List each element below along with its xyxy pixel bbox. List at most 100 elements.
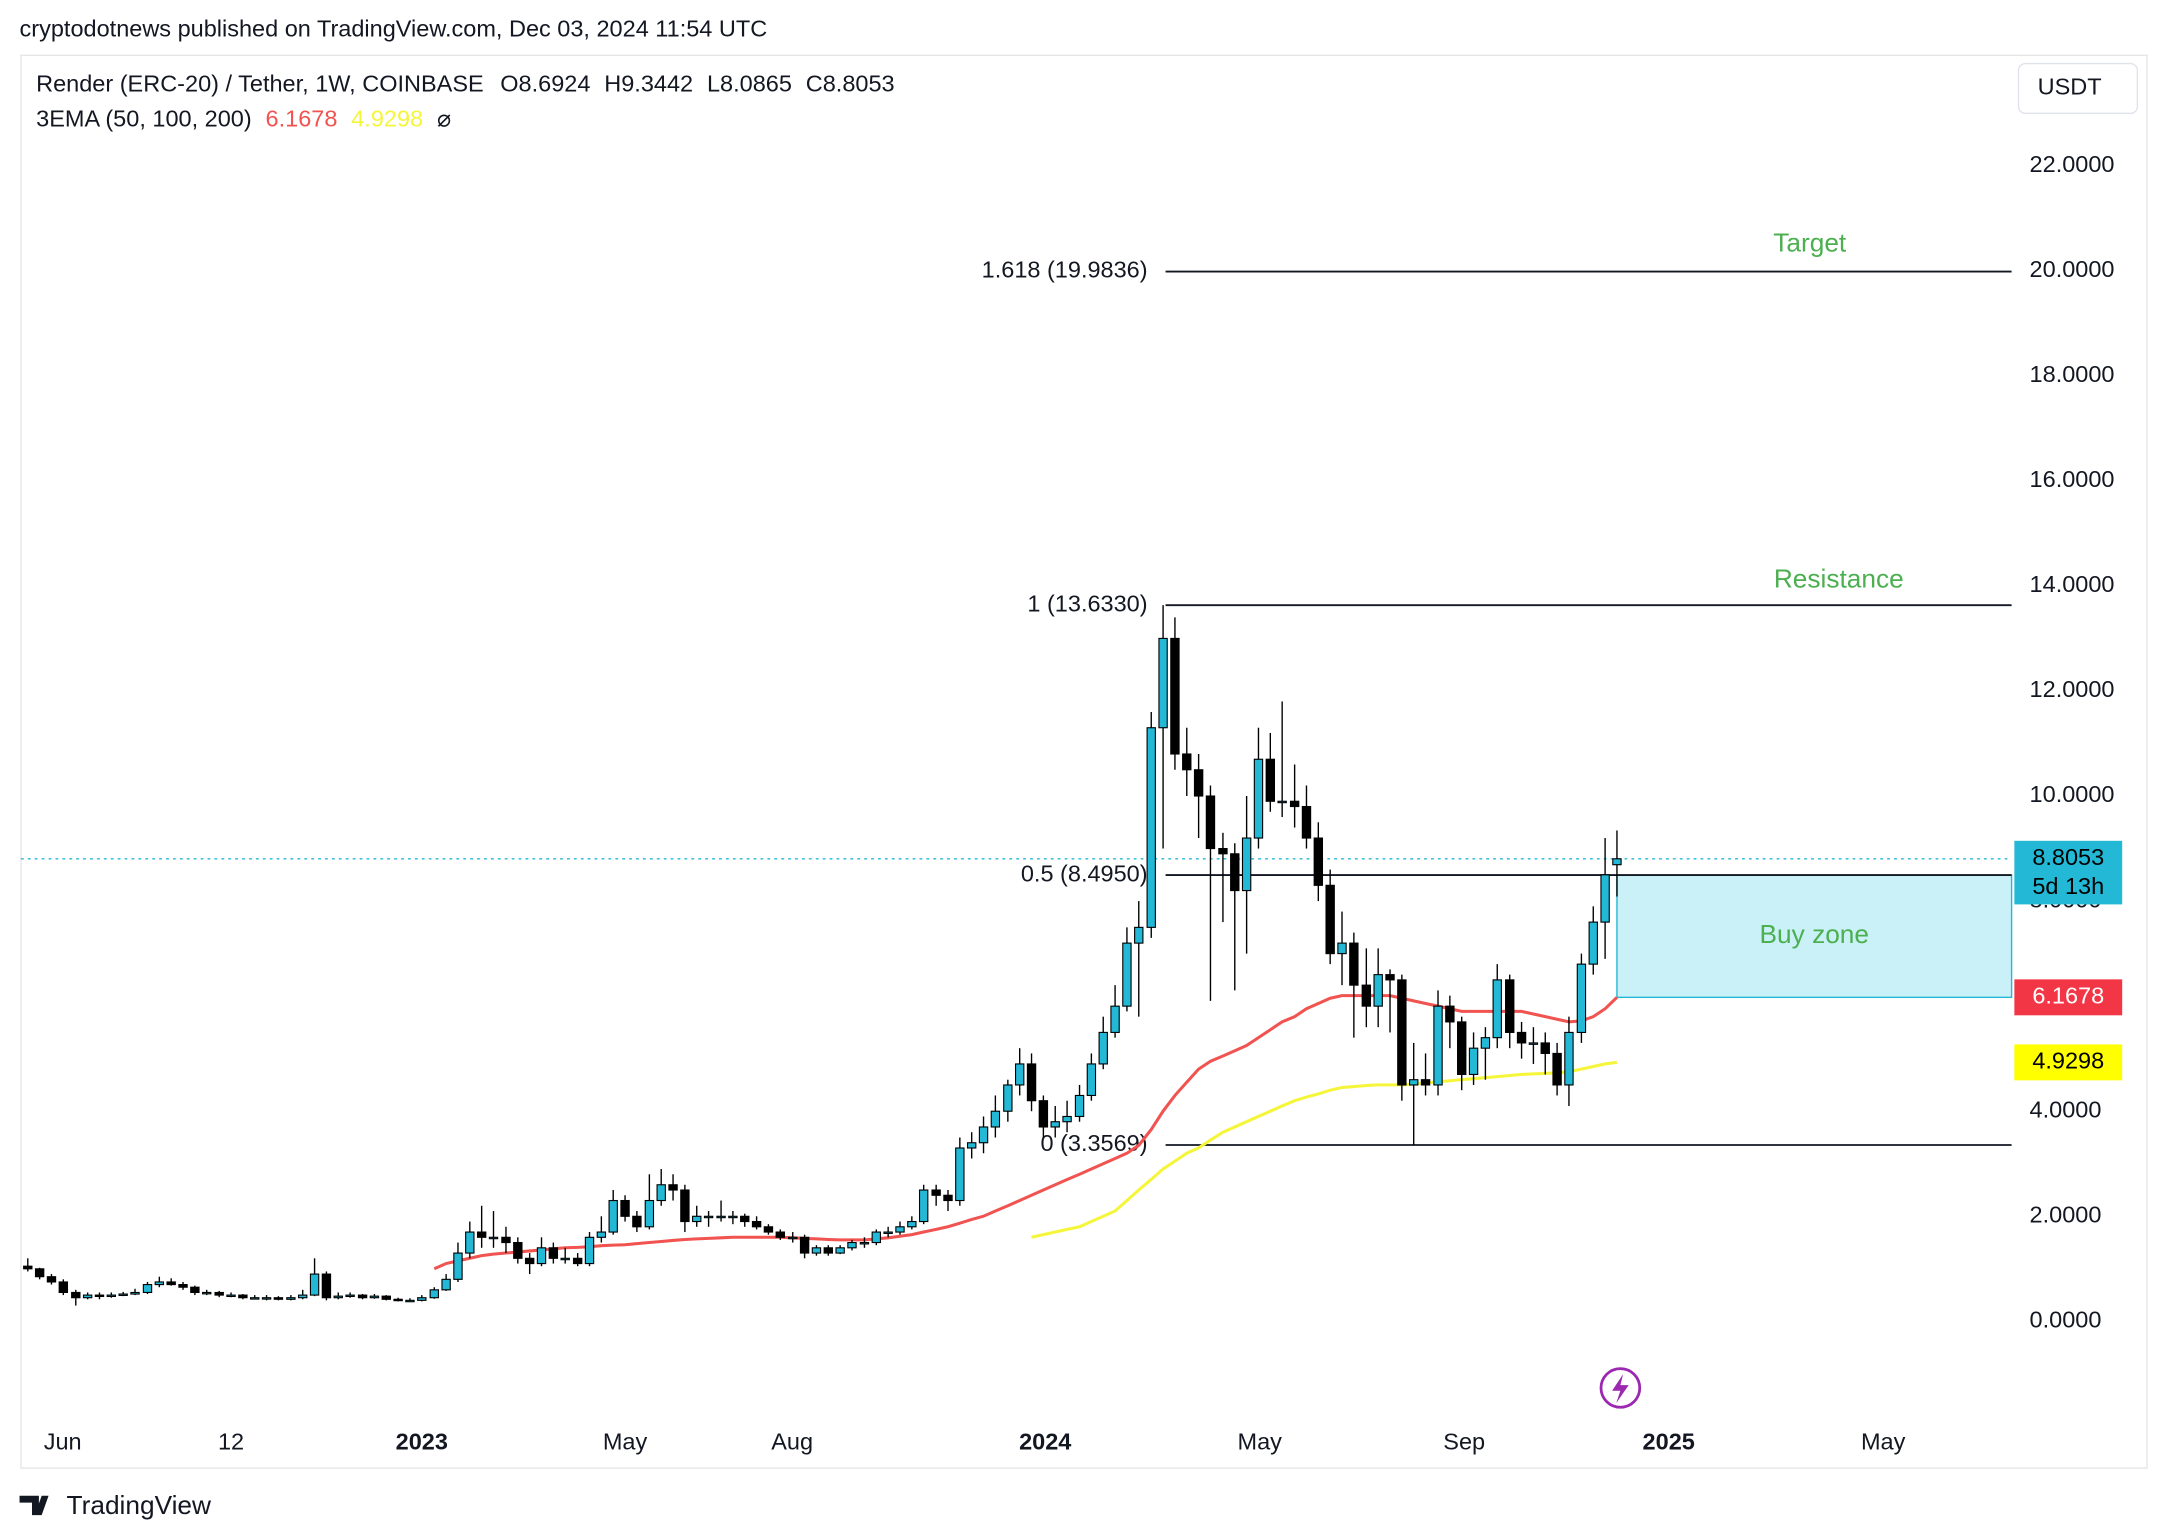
candle-body — [608, 1199, 618, 1233]
candle-body — [298, 1294, 308, 1299]
currency-button[interactable] — [2017, 62, 2139, 115]
publish-line: cryptodotnews published on TradingView.c… — [20, 16, 768, 42]
indicator-name: 3EMA (50, 100, 200) — [36, 105, 252, 131]
candle-body — [345, 1294, 355, 1298]
candle-body — [1170, 637, 1180, 755]
candle-body — [799, 1236, 810, 1254]
ohlc-letter: O — [500, 71, 518, 97]
candle-body — [286, 1297, 296, 1300]
candle-body — [1193, 769, 1204, 797]
fib-label: 0.5 (8.4950) — [1021, 860, 1148, 886]
candle-body — [321, 1273, 332, 1299]
candle-body — [775, 1231, 785, 1238]
candle-body — [1050, 1121, 1060, 1128]
candle-body — [1098, 1031, 1108, 1065]
candle-body — [1468, 1047, 1479, 1076]
annotation: Resistance — [1774, 564, 1904, 594]
candle-body — [584, 1236, 595, 1265]
candle-body — [1373, 974, 1383, 1007]
candle-body — [1564, 1031, 1574, 1086]
candle-body — [261, 1297, 272, 1300]
candle-body — [501, 1236, 511, 1244]
candle-body — [895, 1226, 905, 1233]
y-tick-label: 0.0000 — [2030, 1307, 2102, 1333]
event-icon[interactable] — [1599, 1367, 1642, 1409]
candle-body — [1003, 1084, 1013, 1112]
candle-body — [1397, 979, 1407, 1086]
candle-body — [548, 1247, 559, 1259]
x-tick-label: May — [1238, 1428, 1283, 1454]
price-label: 4.9298 — [2032, 1048, 2104, 1074]
candle-body — [178, 1284, 188, 1288]
candle-body — [118, 1293, 128, 1296]
candle-body — [811, 1247, 822, 1254]
candle-body — [1457, 1021, 1467, 1076]
price-label: 6.1678 — [2032, 983, 2104, 1009]
candle-body — [1182, 753, 1192, 771]
y-tick-label: 18.0000 — [2030, 361, 2115, 387]
candle-body — [918, 1189, 929, 1223]
candle-body — [1062, 1115, 1072, 1123]
candle-body — [644, 1199, 655, 1228]
candle-body — [1540, 1042, 1550, 1054]
candle-body — [859, 1242, 870, 1245]
candle-body — [166, 1281, 176, 1286]
candle-body — [238, 1294, 248, 1299]
candle-body — [1038, 1100, 1049, 1128]
x-tick-label: May — [603, 1428, 648, 1454]
candle-body — [1146, 727, 1156, 928]
candle-body — [907, 1220, 917, 1228]
candle-body — [476, 1231, 487, 1238]
y-tick-label: 16.0000 — [2030, 466, 2115, 492]
y-tick-label: 22.0000 — [2030, 151, 2115, 177]
candle-body — [1122, 942, 1132, 1007]
symbol-title: Render (ERC-20) / Tether, 1W, COINBASE — [36, 71, 484, 97]
candle-body — [1158, 637, 1168, 729]
candle-body — [871, 1231, 881, 1244]
candle-body — [94, 1294, 105, 1298]
candle-body — [1134, 926, 1144, 944]
candle-body — [273, 1297, 284, 1300]
candle-body — [214, 1291, 224, 1296]
candle-body — [620, 1199, 630, 1217]
candle-body — [728, 1215, 738, 1219]
ema-line — [433, 994, 1618, 1271]
candle-body — [441, 1278, 451, 1291]
ohlc-value: 8.8053 — [823, 71, 895, 97]
candle-body — [1480, 1037, 1491, 1049]
candle-body — [656, 1184, 666, 1202]
candle-body — [1301, 805, 1312, 839]
candle-body — [1505, 979, 1515, 1033]
candle-body — [1074, 1094, 1085, 1118]
candle-body — [106, 1294, 117, 1298]
candle-body — [955, 1147, 965, 1202]
candle-body — [835, 1247, 845, 1254]
candle-body — [1253, 758, 1264, 839]
candle-body — [417, 1297, 427, 1301]
indicator-value: 6.1678 — [266, 105, 338, 131]
x-tick-label: Aug — [771, 1428, 813, 1454]
candle-body — [488, 1236, 499, 1240]
candle-body — [1492, 979, 1502, 1039]
candle-body — [1086, 1063, 1097, 1097]
candle-body — [1265, 758, 1276, 802]
candle-body — [1385, 974, 1395, 981]
candle-body — [309, 1273, 320, 1296]
candle-body — [1588, 921, 1598, 965]
candle-body — [560, 1257, 570, 1261]
candle-body — [1361, 984, 1372, 1007]
candle-body — [357, 1294, 368, 1299]
candle-body — [788, 1236, 798, 1240]
candle-body — [990, 1110, 1001, 1128]
candle-body — [751, 1220, 762, 1228]
candle-body — [154, 1281, 165, 1286]
candle-body — [943, 1194, 953, 1202]
candle-body — [1026, 1063, 1037, 1102]
candle-body — [692, 1215, 702, 1223]
ohlc-value: 8.6924 — [519, 71, 591, 97]
candle-body — [1241, 837, 1252, 892]
currency-label[interactable]: USDT — [2038, 74, 2102, 100]
candle-body — [978, 1126, 989, 1144]
y-tick-label: 12.0000 — [2030, 676, 2115, 702]
